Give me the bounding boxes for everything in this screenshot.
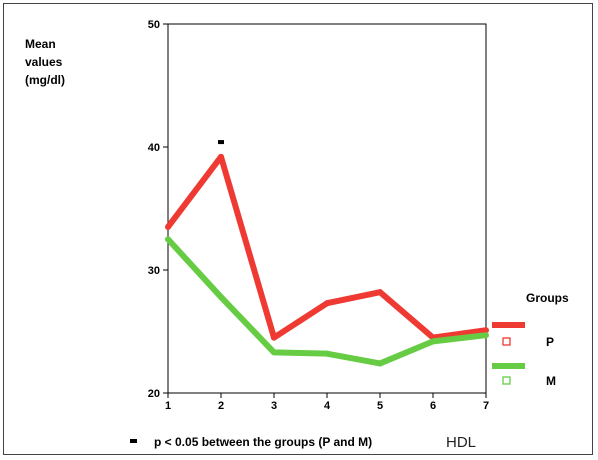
- x-axis-ticks: 1 2 3 4 5 6 7: [165, 393, 489, 412]
- y-tick-label-30: 30: [148, 265, 160, 277]
- footnote: p < 0.05 between the groups (P and M): [154, 435, 372, 449]
- figure-label: HDL: [446, 434, 476, 451]
- x-tick-label-5: 5: [377, 400, 383, 412]
- x-tick-label-4: 4: [324, 400, 331, 412]
- x-tick-label-3: 3: [271, 400, 277, 412]
- x-tick-label-1: 1: [165, 400, 171, 412]
- y-tick-label-20: 20: [148, 388, 160, 400]
- y-axis-label-line-3: (mg/dl): [25, 73, 65, 87]
- legend-title: Groups: [526, 291, 569, 305]
- data-point-p-1: [165, 224, 171, 230]
- significance-marks: [218, 140, 224, 144]
- data-point-m-1: [165, 236, 171, 242]
- data-point-m-4: [324, 351, 330, 357]
- x-tick-label-6: 6: [430, 400, 436, 412]
- y-axis-label-line-2: values: [25, 55, 63, 69]
- y-tick-label-40: 40: [148, 142, 160, 154]
- series-lines: [165, 154, 489, 367]
- y-axis-label-line-1: Mean: [25, 37, 56, 51]
- legend-swatch-p: [503, 338, 510, 345]
- data-point-p-3: [271, 335, 277, 341]
- legend: Groups P M: [492, 291, 569, 388]
- significance-mark-0: [218, 140, 224, 144]
- x-tick-label-7: 7: [483, 400, 489, 412]
- y-tick-label-50: 50: [148, 19, 160, 31]
- data-point-p-4: [324, 300, 330, 306]
- data-point-m-5: [377, 360, 383, 366]
- data-point-m-6: [430, 338, 436, 344]
- legend-label-m: M: [546, 374, 556, 388]
- data-point-m-7: [483, 332, 489, 338]
- footnote-marker: [130, 439, 137, 443]
- data-point-p-5: [377, 289, 383, 295]
- x-tick-label-2: 2: [218, 400, 224, 412]
- y-axis-ticks: 20 30 40 50: [148, 19, 168, 400]
- series-line-p: [168, 157, 486, 338]
- data-point-p-2: [218, 154, 224, 160]
- legend-swatch-m: [503, 377, 510, 384]
- data-point-m-2: [218, 294, 224, 300]
- legend-label-p: P: [546, 335, 554, 349]
- data-point-m-3: [271, 349, 277, 355]
